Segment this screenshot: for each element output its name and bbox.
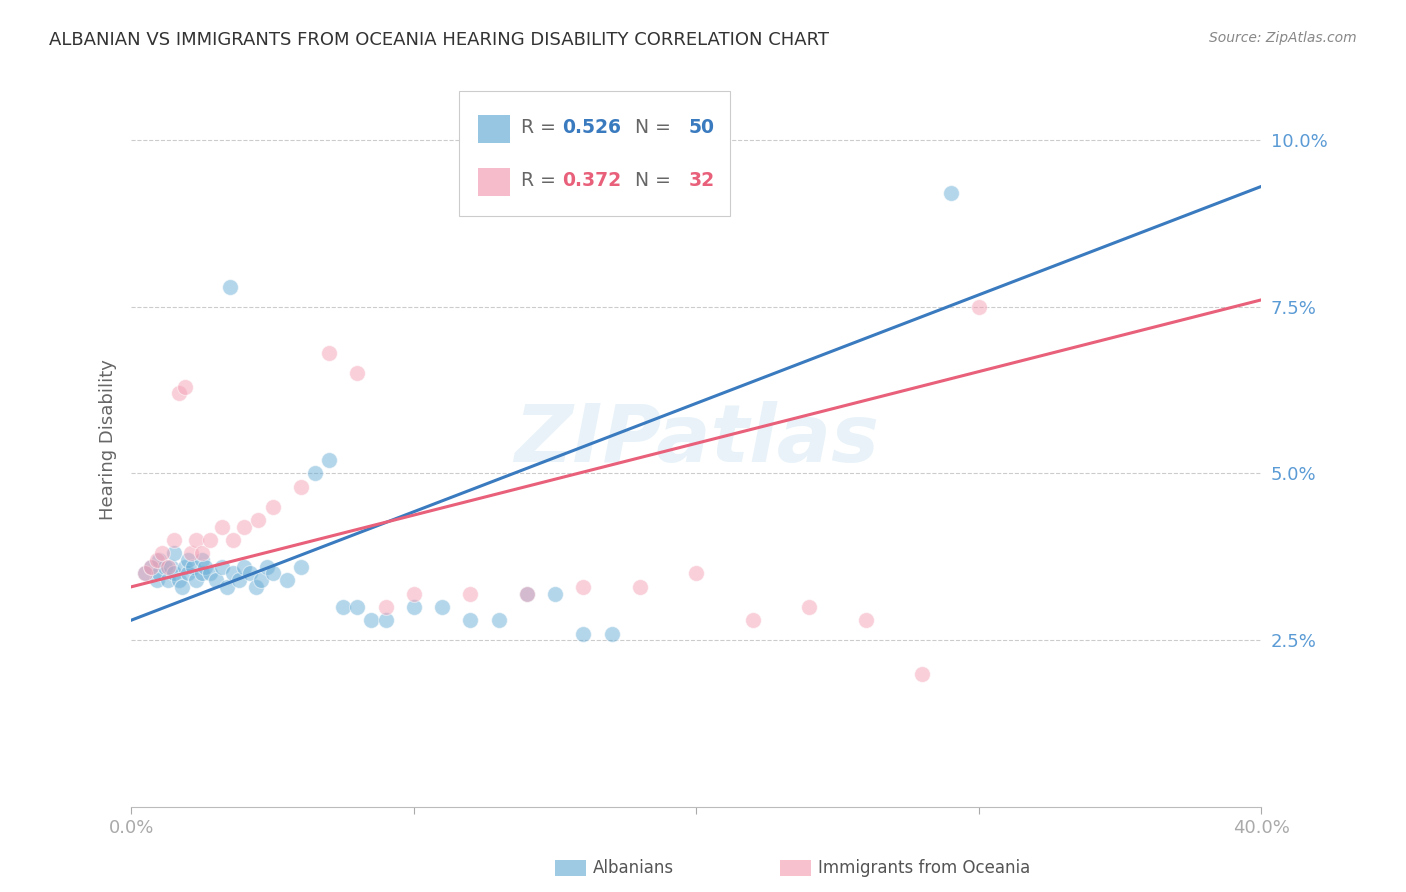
- Text: R =: R =: [522, 118, 562, 136]
- Point: [262, 500, 284, 514]
- Point: [374, 599, 396, 614]
- Point: [169, 573, 191, 587]
- Point: [855, 613, 877, 627]
- Point: [233, 520, 256, 534]
- Point: [211, 559, 233, 574]
- Point: [145, 573, 167, 587]
- Point: [153, 559, 176, 574]
- Point: [186, 573, 208, 587]
- Point: [572, 580, 595, 594]
- Point: [939, 186, 962, 200]
- Point: [318, 453, 340, 467]
- Text: N =: N =: [617, 171, 678, 190]
- Point: [177, 553, 200, 567]
- Point: [402, 599, 425, 614]
- Point: [183, 559, 205, 574]
- Point: [156, 559, 179, 574]
- Point: [402, 586, 425, 600]
- Point: [205, 573, 228, 587]
- Point: [145, 553, 167, 567]
- Text: Source: ZipAtlas.com: Source: ZipAtlas.com: [1209, 31, 1357, 45]
- Point: [191, 553, 214, 567]
- Point: [150, 546, 173, 560]
- Text: 0.372: 0.372: [562, 171, 621, 190]
- Point: [162, 546, 184, 560]
- Point: [177, 566, 200, 581]
- Text: 0.526: 0.526: [562, 118, 621, 136]
- Point: [516, 586, 538, 600]
- Point: [911, 666, 934, 681]
- Point: [162, 566, 184, 581]
- Point: [191, 546, 214, 560]
- Point: [488, 613, 510, 627]
- Point: [156, 573, 179, 587]
- Point: [247, 513, 270, 527]
- Point: [148, 553, 170, 567]
- Point: [290, 480, 312, 494]
- Point: [290, 559, 312, 574]
- Text: 50: 50: [689, 118, 714, 136]
- Point: [139, 559, 162, 574]
- Point: [239, 566, 262, 581]
- Point: [276, 573, 298, 587]
- Point: [600, 626, 623, 640]
- Point: [233, 559, 256, 574]
- Point: [194, 559, 217, 574]
- Point: [134, 566, 156, 581]
- Point: [360, 613, 382, 627]
- Point: [799, 599, 821, 614]
- Point: [222, 533, 245, 548]
- Point: [250, 573, 273, 587]
- Point: [174, 379, 197, 393]
- Text: N =: N =: [617, 118, 678, 136]
- Point: [172, 580, 194, 594]
- Point: [191, 566, 214, 581]
- FancyBboxPatch shape: [458, 91, 730, 216]
- Point: [967, 300, 990, 314]
- FancyBboxPatch shape: [478, 169, 510, 196]
- Text: ALBANIAN VS IMMIGRANTS FROM OCEANIA HEARING DISABILITY CORRELATION CHART: ALBANIAN VS IMMIGRANTS FROM OCEANIA HEAR…: [49, 31, 830, 49]
- Point: [219, 279, 242, 293]
- Point: [516, 586, 538, 600]
- Point: [374, 613, 396, 627]
- Point: [256, 559, 278, 574]
- Point: [318, 346, 340, 360]
- Point: [148, 566, 170, 581]
- Point: [332, 599, 354, 614]
- Point: [245, 580, 267, 594]
- FancyBboxPatch shape: [478, 115, 510, 143]
- Point: [544, 586, 567, 600]
- Point: [458, 613, 481, 627]
- Point: [159, 559, 181, 574]
- Point: [162, 533, 184, 548]
- Y-axis label: Hearing Disability: Hearing Disability: [100, 359, 117, 520]
- Text: Albanians: Albanians: [593, 859, 675, 877]
- Point: [134, 566, 156, 581]
- Point: [211, 520, 233, 534]
- Point: [139, 559, 162, 574]
- Point: [741, 613, 763, 627]
- Point: [186, 533, 208, 548]
- Point: [262, 566, 284, 581]
- Point: [174, 559, 197, 574]
- Text: ZIPatlas: ZIPatlas: [513, 401, 879, 479]
- Point: [346, 599, 368, 614]
- Point: [222, 566, 245, 581]
- Point: [200, 533, 222, 548]
- Text: 32: 32: [689, 171, 714, 190]
- Point: [180, 546, 202, 560]
- Point: [304, 467, 326, 481]
- Point: [685, 566, 707, 581]
- Point: [458, 586, 481, 600]
- Point: [228, 573, 250, 587]
- Text: Immigrants from Oceania: Immigrants from Oceania: [818, 859, 1031, 877]
- Point: [200, 566, 222, 581]
- Point: [572, 626, 595, 640]
- Point: [346, 366, 368, 380]
- Point: [169, 386, 191, 401]
- Point: [628, 580, 651, 594]
- Text: R =: R =: [522, 171, 562, 190]
- Point: [430, 599, 453, 614]
- Point: [217, 580, 239, 594]
